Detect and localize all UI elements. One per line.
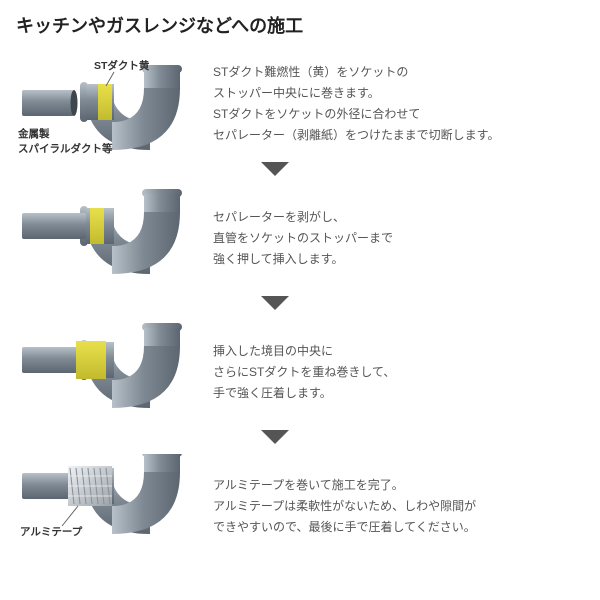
step-4-illustration: アルミテープ [16, 454, 201, 558]
label-metal-spiral: 金属製 スパイラルダクト等 [18, 126, 113, 156]
step-1-illustration: STダクト黄 [16, 52, 201, 156]
step-4-text: アルミテープを巻いて施工を完了。 アルミテープは柔軟性がないため、しわや隙間が … [213, 475, 584, 538]
step-3-text: 挿入した境目の中央に さらにSTダクトを重ね巻きして、 手で強く圧着します。 [213, 341, 584, 404]
arrow-2 [261, 294, 584, 316]
step-1-text: STダクト難燃性（黄）をソケットの ストッパー中央にに巻きます。 STダクトをソ… [213, 62, 584, 146]
step-2-illustration [16, 186, 201, 290]
label-alumi-tape: アルミテープ [20, 524, 82, 539]
step-1: STダクト黄 [16, 52, 584, 156]
steps-container: STダクト黄 [16, 52, 584, 558]
step-3-illustration [16, 320, 201, 424]
step-2: セパレーターを剥がし、 直管をソケットのストッパーまで 強く押して挿入します。 [16, 186, 584, 290]
down-arrow-icon [261, 296, 289, 310]
step-2-text: セパレーターを剥がし、 直管をソケットのストッパーまで 強く押して挿入します。 [213, 207, 584, 270]
arrow-3 [261, 428, 584, 450]
down-arrow-icon [261, 162, 289, 176]
arrow-1 [261, 160, 584, 182]
page-title: キッチンやガスレンジなどへの施工 [16, 12, 584, 38]
label-st-yellow: STダクト黄 [94, 58, 149, 73]
step-4: アルミテープ [16, 454, 584, 558]
step-3: 挿入した境目の中央に さらにSTダクトを重ね巻きして、 手で強く圧着します。 [16, 320, 584, 424]
down-arrow-icon [261, 430, 289, 444]
